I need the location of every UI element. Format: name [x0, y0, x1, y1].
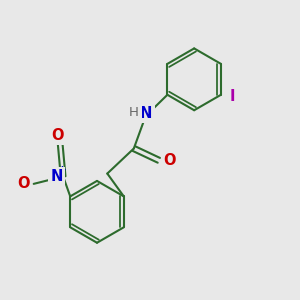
Text: N: N — [140, 106, 152, 121]
Text: O: O — [17, 176, 30, 191]
Text: H: H — [128, 106, 138, 119]
Text: O: O — [163, 153, 175, 168]
Text: I: I — [230, 89, 235, 104]
Text: O: O — [17, 176, 30, 191]
Text: H: H — [128, 106, 138, 119]
Text: +: + — [58, 165, 67, 175]
Text: H: H — [127, 105, 139, 120]
Text: N: N — [50, 169, 63, 184]
Text: N: N — [50, 169, 63, 184]
Text: -: - — [15, 172, 20, 182]
Text: O: O — [51, 128, 64, 143]
Text: O: O — [163, 153, 175, 168]
Text: O: O — [51, 128, 64, 143]
Text: I: I — [230, 89, 235, 104]
Text: N: N — [140, 106, 152, 121]
